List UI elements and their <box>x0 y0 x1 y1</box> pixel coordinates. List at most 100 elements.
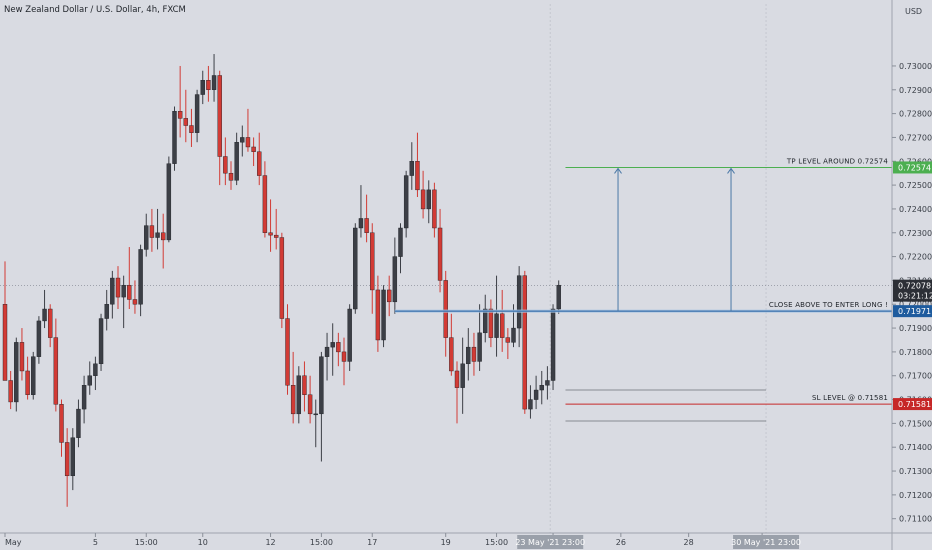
candle-body <box>516 275 522 329</box>
price-tick-label: 0.71400 <box>899 443 932 452</box>
candle-body <box>262 175 268 233</box>
candle-body <box>403 175 409 229</box>
candle-body <box>206 80 211 90</box>
time-tick-label: 15:00 <box>310 538 333 547</box>
candle-body <box>336 342 341 353</box>
candle-body <box>387 289 392 303</box>
candle-body <box>409 161 414 176</box>
candle-body <box>279 237 285 319</box>
price-tick-label: 0.72800 <box>899 110 932 119</box>
candle-body <box>500 313 505 338</box>
price-tick-label: 0.72000 <box>899 300 932 309</box>
candle-body <box>488 308 494 338</box>
target-arrow-head <box>727 167 735 174</box>
candle-body <box>144 225 149 250</box>
candle-body <box>483 308 488 334</box>
candle-body <box>64 442 70 477</box>
candle-body <box>166 163 172 241</box>
price-tick-label: 0.71800 <box>899 348 932 357</box>
sl-price-tag-box <box>893 398 932 411</box>
candle-body <box>87 375 92 386</box>
current-price-tag-text: 0.72078 <box>898 282 931 291</box>
candle-body <box>471 346 477 362</box>
price-tick-label: 0.71100 <box>899 515 932 524</box>
candle-body <box>353 227 358 310</box>
candle-body <box>392 256 398 303</box>
price-tick-label: 0.71500 <box>899 419 932 428</box>
candle-body <box>76 408 81 438</box>
candle-body <box>550 308 556 381</box>
candle-body <box>194 94 200 133</box>
candle-body <box>347 308 352 362</box>
time-tick-label: 5 <box>93 538 98 547</box>
time-tick-label: 26 <box>616 538 626 547</box>
candle-body <box>217 75 222 157</box>
time-highlight-label: 30 May '21 23:00 <box>731 538 801 547</box>
candle-body <box>98 318 104 365</box>
candle-body <box>53 337 59 405</box>
tp-price-tag-box <box>893 161 932 174</box>
candle-body <box>341 351 347 362</box>
time-highlight-box[interactable] <box>517 535 584 549</box>
candle-body <box>539 385 544 391</box>
candle-body <box>234 142 239 181</box>
entry-price-tag-text: 0.71971 <box>898 307 931 316</box>
candle-body <box>115 277 121 298</box>
time-tick-label: 10 <box>198 538 208 547</box>
drawings[interactable]: TP LEVEL AROUND 0.72574 CLOSE ABOVE TO EN… <box>394 157 892 422</box>
candle-body <box>228 172 234 181</box>
candle-body <box>268 232 273 236</box>
candle-body <box>245 137 251 148</box>
candle-body <box>330 342 335 348</box>
candle-body <box>420 189 426 210</box>
candle-body <box>251 146 256 152</box>
candle-body <box>449 337 454 372</box>
price-tick-label: 0.72300 <box>899 229 932 238</box>
candle-body <box>257 151 262 176</box>
candle-body <box>358 218 364 229</box>
time-tick-label: 19 <box>441 538 451 547</box>
candle-body <box>25 370 30 395</box>
candle-body <box>2 304 8 381</box>
target-arrow-head <box>614 167 622 174</box>
candle-body <box>48 308 53 338</box>
candle-body <box>172 111 177 164</box>
candle-body <box>398 227 403 257</box>
candle-body <box>432 189 437 229</box>
candle-body <box>426 189 431 210</box>
candle-body <box>132 299 138 305</box>
tp-level-label: TP LEVEL AROUND 0.72574 <box>786 157 888 165</box>
candle-body <box>19 342 25 372</box>
price-tick-label: 0.72200 <box>899 253 932 262</box>
time-highlight-box[interactable] <box>733 535 800 549</box>
sl-price-tag-text: 0.71581 <box>898 400 931 409</box>
candle-body <box>511 327 516 343</box>
candle-body <box>70 437 76 477</box>
candle-body <box>42 308 47 322</box>
candle-body <box>437 227 443 281</box>
symbol-title: New Zealand Dollar / U.S. Dollar, 4h, FX… <box>4 5 186 15</box>
candle-body <box>138 249 143 305</box>
candle-body <box>454 370 460 388</box>
candle-body <box>533 389 539 400</box>
candle-body <box>104 304 109 319</box>
candle-body <box>545 380 550 386</box>
candle-body <box>155 232 160 238</box>
candle-body <box>177 111 183 119</box>
candle-body <box>8 380 13 403</box>
candle-body <box>460 363 465 388</box>
candle-body <box>211 75 217 90</box>
candle-body <box>240 137 245 143</box>
candle-body <box>324 346 330 357</box>
candle-body <box>319 356 324 415</box>
time-tick-label: 28 <box>684 538 694 547</box>
grid-lines <box>0 4 892 533</box>
candle-body <box>466 346 471 365</box>
price-tick-label: 0.72400 <box>899 205 932 214</box>
candle-body <box>36 320 42 357</box>
candle-body <box>223 156 228 174</box>
price-tick-label: 0.72500 <box>899 181 932 190</box>
